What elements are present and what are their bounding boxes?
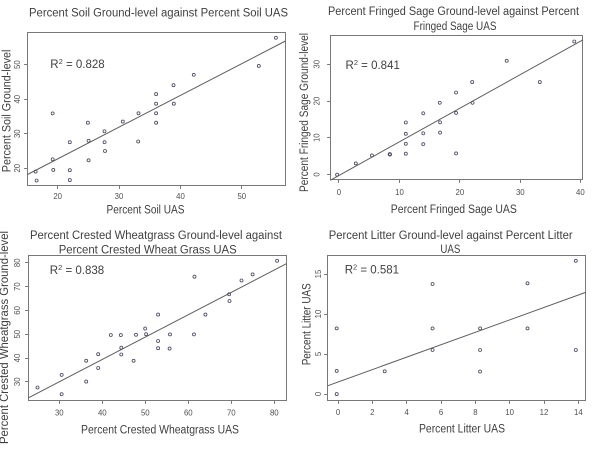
svg-text:30: 30 bbox=[13, 377, 22, 386]
svg-text:0: 0 bbox=[337, 188, 342, 197]
svg-text:Percent Soil Ground-level: Percent Soil Ground-level bbox=[2, 50, 14, 173]
svg-text:80: 80 bbox=[270, 409, 279, 418]
svg-text:0: 0 bbox=[314, 391, 323, 396]
svg-text:Percent Fringed Sage Ground-le: Percent Fringed Sage Ground-level bbox=[299, 33, 311, 192]
svg-text:40: 40 bbox=[13, 353, 22, 362]
svg-text:50: 50 bbox=[13, 329, 22, 338]
svg-text:60: 60 bbox=[184, 409, 193, 418]
svg-text:6: 6 bbox=[439, 408, 443, 417]
svg-text:50: 50 bbox=[141, 409, 150, 418]
svg-text:5: 5 bbox=[314, 351, 323, 356]
svg-text:40: 40 bbox=[176, 192, 185, 201]
svg-text:Percent Fringed Sage Ground-le: Percent Fringed Sage Ground-level agains… bbox=[328, 6, 580, 18]
svg-text:20: 20 bbox=[313, 96, 322, 105]
svg-text:Percent Litter UAS: Percent Litter UAS bbox=[301, 283, 313, 365]
svg-text:UAS: UAS bbox=[440, 244, 460, 256]
svg-text:8: 8 bbox=[473, 408, 477, 417]
svg-text:40: 40 bbox=[98, 409, 107, 418]
svg-text:10: 10 bbox=[314, 309, 323, 318]
svg-text:Percent Litter UAS: Percent Litter UAS bbox=[419, 424, 505, 436]
svg-text:40: 40 bbox=[576, 188, 585, 197]
svg-text:30: 30 bbox=[55, 409, 64, 418]
svg-text:30: 30 bbox=[115, 192, 124, 201]
svg-text:70: 70 bbox=[227, 409, 236, 418]
svg-text:20: 20 bbox=[456, 188, 465, 197]
svg-text:15: 15 bbox=[314, 269, 323, 278]
svg-text:30: 30 bbox=[516, 188, 525, 197]
svg-text:50: 50 bbox=[237, 192, 246, 201]
svg-text:70: 70 bbox=[13, 282, 22, 291]
svg-text:10: 10 bbox=[505, 408, 514, 417]
svg-text:R2 = 0.841: R2 = 0.841 bbox=[346, 58, 400, 72]
svg-text:30: 30 bbox=[13, 129, 22, 138]
svg-text:20: 20 bbox=[13, 163, 22, 172]
svg-text:80: 80 bbox=[13, 258, 22, 267]
svg-text:60: 60 bbox=[13, 305, 22, 314]
svg-text:Percent Soil UAS: Percent Soil UAS bbox=[107, 204, 185, 216]
svg-text:10: 10 bbox=[395, 188, 404, 197]
svg-text:40: 40 bbox=[13, 94, 22, 103]
svg-text:R2 = 0.581: R2 = 0.581 bbox=[345, 263, 399, 277]
svg-text:4: 4 bbox=[405, 408, 410, 417]
svg-text:Percent Soil Ground-level agai: Percent Soil Ground-level against Percen… bbox=[29, 8, 288, 20]
svg-text:Percent Litter Ground-level ag: Percent Litter Ground-level against Perc… bbox=[329, 230, 573, 242]
svg-text:R2 = 0.828: R2 = 0.828 bbox=[50, 57, 104, 71]
svg-text:0: 0 bbox=[313, 172, 322, 177]
svg-text:14: 14 bbox=[574, 408, 583, 417]
svg-text:0: 0 bbox=[336, 408, 341, 417]
svg-text:Percent Crested Wheatgrass Gro: Percent Crested Wheatgrass Ground-level bbox=[0, 231, 11, 444]
svg-text:Percent Crested Wheat Grass UA: Percent Crested Wheat Grass UAS bbox=[59, 245, 237, 257]
svg-text:30: 30 bbox=[313, 59, 322, 68]
svg-text:Percent Fringed Sage UAS: Percent Fringed Sage UAS bbox=[391, 204, 517, 216]
svg-text:12: 12 bbox=[540, 408, 549, 417]
svg-text:Percent Crested Wheatgrass Gro: Percent Crested Wheatgrass Ground-level … bbox=[30, 230, 283, 242]
svg-text:2: 2 bbox=[370, 408, 374, 417]
svg-text:R2 = 0.838: R2 = 0.838 bbox=[50, 263, 104, 277]
svg-text:10: 10 bbox=[313, 133, 322, 142]
svg-text:Fringed Sage UAS: Fringed Sage UAS bbox=[414, 21, 497, 33]
svg-text:50: 50 bbox=[13, 60, 22, 69]
svg-text:20: 20 bbox=[53, 192, 62, 201]
svg-text:Percent Crested Wheatgrass UAS: Percent Crested Wheatgrass UAS bbox=[81, 425, 239, 437]
